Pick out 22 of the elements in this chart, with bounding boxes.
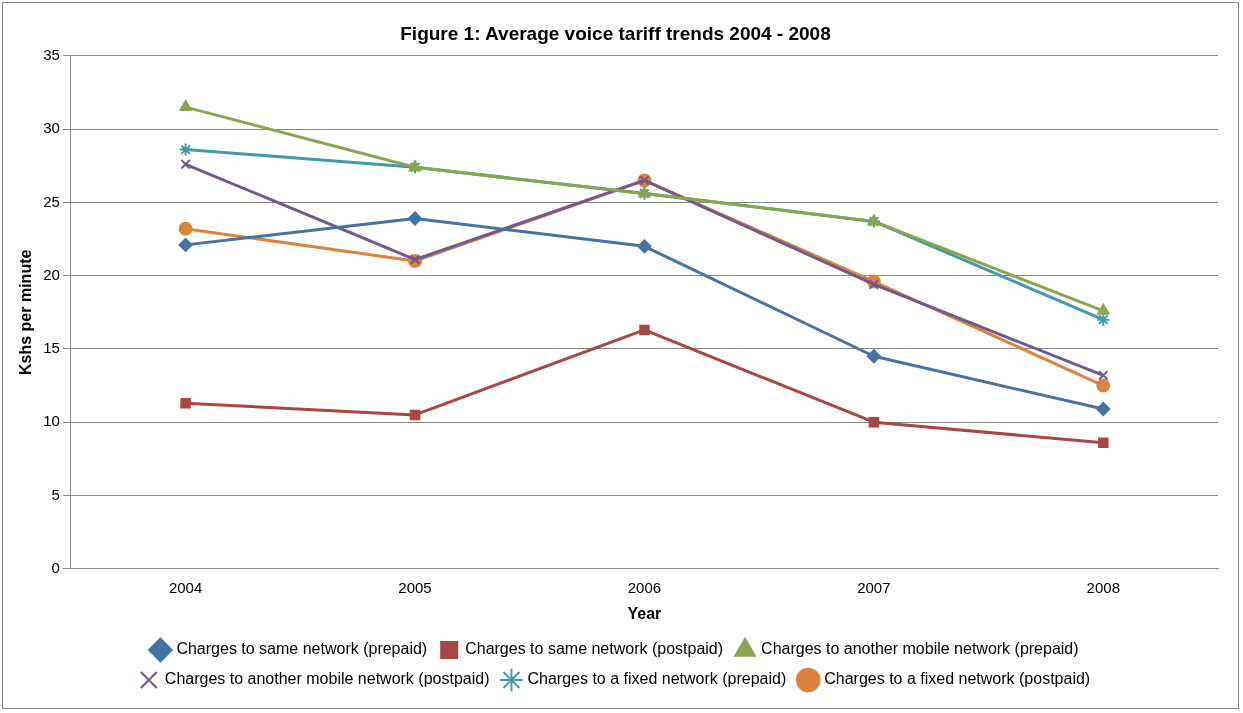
y-tick-label: 10 bbox=[43, 412, 60, 430]
y-tick-label: 25 bbox=[43, 192, 60, 210]
y-tick-label: 15 bbox=[43, 339, 60, 357]
legend-label: Charges to another mobile network (postpaid) bbox=[164, 670, 490, 688]
y-axis-title: Kshs per minute bbox=[17, 249, 35, 375]
x-tick-label: 2004 bbox=[168, 578, 203, 596]
legend-label: Charges to same network (postpaid) bbox=[465, 640, 724, 658]
x-tick-label: 2007 bbox=[857, 578, 891, 596]
x-tick-label: 2006 bbox=[627, 578, 662, 596]
legend-label: Charges to another mobile network (prepaid) bbox=[761, 640, 1079, 658]
y-tick-label: 35 bbox=[43, 45, 60, 63]
y-tick-label: 20 bbox=[43, 265, 60, 283]
legend-label: Charges to same network (prepaid) bbox=[176, 640, 428, 658]
y-tick-label: 0 bbox=[51, 558, 60, 576]
chart-title: Figure 1: Average voice tariff trends 2004 - 2008 bbox=[400, 22, 831, 44]
x-tick-label: 2005 bbox=[398, 578, 432, 596]
y-tick-label: 30 bbox=[43, 119, 60, 137]
legend-label: Charges to a fixed network (postpaid) bbox=[824, 670, 1091, 688]
x-tick-label: 2008 bbox=[1086, 578, 1120, 596]
x-axis-title: Year bbox=[627, 604, 662, 622]
y-tick-label: 5 bbox=[51, 485, 60, 503]
legend-label: Charges to a fixed network (prepaid) bbox=[527, 670, 787, 688]
